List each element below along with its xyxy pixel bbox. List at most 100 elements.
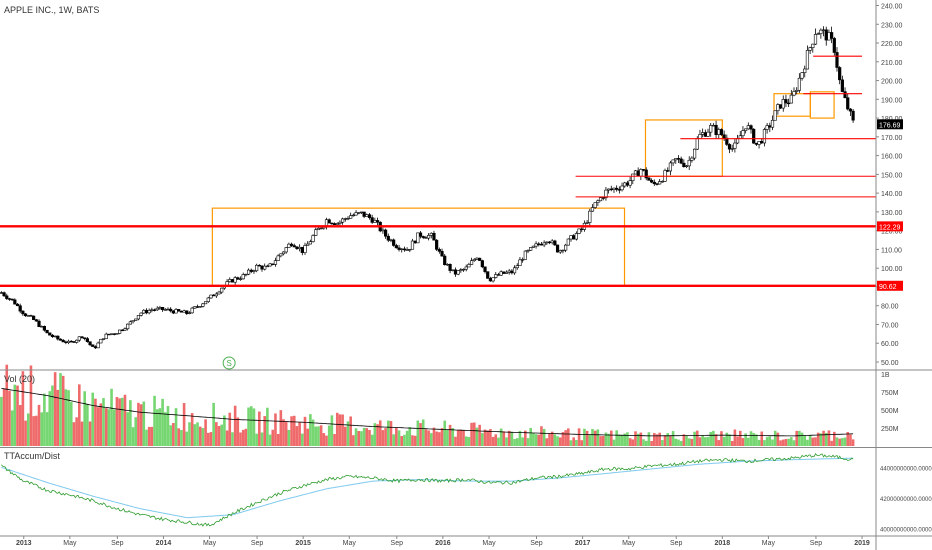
x-tick-label: Sep [251,540,264,547]
candle-body [306,243,310,246]
candle-body [142,309,146,314]
candle-body [271,263,275,265]
volume-bar [765,437,769,446]
split-marker-label: S [226,359,231,368]
volume-bar [161,398,164,446]
candle-body [639,169,643,177]
candle-body [679,158,683,164]
candle-body [91,344,95,347]
volume-bar [139,404,143,446]
volume-bar [540,426,543,446]
volume-bar [201,428,205,446]
candle-body [706,131,710,137]
volume-bar [0,396,3,446]
candle-body [171,310,175,314]
volume-bar [384,428,387,446]
volume-bar [556,436,559,446]
candle-body [45,329,49,334]
volume-bar [827,430,831,446]
volume-bar [698,437,702,446]
candle-body [118,329,122,334]
candle-body [453,269,458,275]
candle-body [529,247,533,251]
volume-bar [13,384,17,446]
candle-body [730,148,734,150]
volume-bar [486,430,490,446]
candle-body [131,320,135,323]
volume-bar [67,390,70,446]
volume-bar [64,389,68,446]
volume-bar [395,427,398,446]
candle-body [631,173,635,181]
candle-body [295,246,299,249]
volume-bar [204,419,207,446]
volume-bar [188,422,191,446]
candle-body [40,326,44,328]
candle-body [198,306,202,308]
candle-body [494,274,498,278]
volume-bar [663,435,667,446]
y-tick-label: 230.00 [881,22,903,29]
candle-body [795,90,799,92]
accum-tick-label: 42000000000.0000 [880,497,932,503]
split-marker [222,356,236,370]
x-tick-label: Sep [670,540,683,547]
candle-body [741,130,745,137]
x-tick-label: 2019 [854,540,870,547]
volume-bar [69,402,73,446]
candle-body [300,246,304,253]
volume-bar [532,433,535,446]
candle-body [655,183,659,185]
candle-body [674,158,678,161]
volume-bar [816,432,820,446]
volume-bar [440,428,444,446]
candle-body [445,263,450,266]
candle-body [835,52,839,68]
volume-bar [808,435,812,446]
candle-body [83,337,87,339]
volume-bar [669,435,672,446]
candle-body [26,315,30,317]
volume-bar [537,434,541,446]
candle-body [257,264,261,267]
candle-body [733,142,737,149]
candle-body [432,232,436,241]
candle-body [21,310,25,315]
candle-body [480,260,484,268]
volume-bar [841,438,844,446]
candle-body [281,251,286,255]
candle-body [109,333,114,335]
volume-bar [153,395,156,446]
candle-body [768,125,772,128]
volume-bar [5,364,9,446]
volume-bar [405,430,409,446]
candle-body [10,298,14,301]
volume-bar [338,414,342,446]
volume-bar [781,439,785,446]
accum-dist-signal-line [1,457,854,519]
volume-bar [298,422,301,446]
candle-body [846,97,850,110]
volume-bar [303,416,307,446]
volume-bar [266,407,269,446]
candle-body [636,170,640,177]
volume-bar [341,414,344,446]
candle-body [88,341,92,346]
candle-body [314,229,318,236]
consolidation-box [809,91,835,119]
volume-bar [604,432,608,446]
volume-bar [634,431,637,446]
volume-bar [548,433,551,446]
candle-body [773,110,777,121]
candle-body [128,321,132,325]
candle-body [375,220,380,223]
candle-body [357,212,361,214]
y-tick-label: 140.00 [881,191,903,198]
candle-body [228,279,232,282]
volume-bar [706,437,710,446]
candle-body [507,270,511,273]
volume-bar [730,440,734,446]
volume-bar [32,416,35,446]
candle-body [738,135,742,139]
volume-bar [567,428,570,446]
